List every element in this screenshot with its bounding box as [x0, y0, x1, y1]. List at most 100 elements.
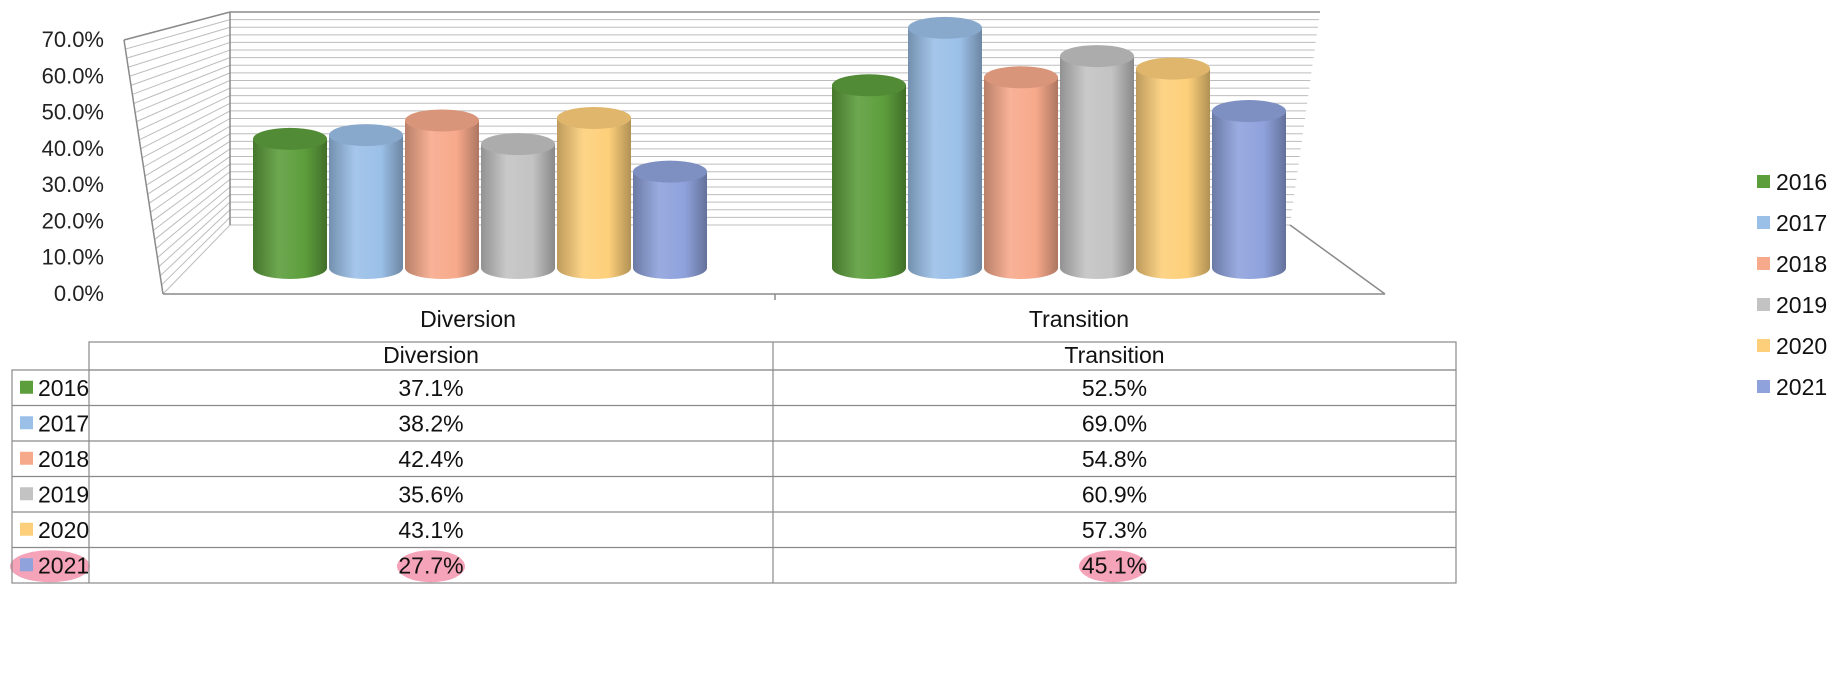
gridline-side — [154, 178, 231, 240]
highlight-marker — [397, 550, 465, 583]
table-legend-key — [20, 522, 33, 536]
gridline-side — [147, 140, 231, 195]
gridline-side — [132, 57, 231, 95]
gridline-side — [140, 102, 231, 150]
legend-swatch — [1757, 216, 1770, 229]
data-table: Diversion Transition 2016 37.1% 52.5% 2017 38.… — [10, 341, 1457, 584]
table-cell: 60.9% — [1082, 481, 1147, 507]
floor-right-edge — [1289, 224, 1386, 295]
table-header: Diversion — [383, 342, 479, 368]
table-cell: 38.2% — [398, 410, 463, 436]
table-legend-key — [20, 451, 33, 465]
gridline-side — [141, 110, 231, 159]
bar-top — [984, 66, 1058, 89]
legend-label: 2019 — [1776, 292, 1827, 318]
gridline-side — [139, 95, 231, 141]
table-cell: 57.3% — [1082, 517, 1147, 543]
legend-label: 2021 — [1776, 374, 1827, 400]
legend-label: 2016 — [1776, 169, 1827, 195]
legend-label: 2020 — [1776, 333, 1827, 359]
legend-item-2018: 2018 — [1757, 251, 1827, 277]
legend-label: 2018 — [1776, 251, 1827, 277]
y-tick-label: 50.0% — [42, 100, 104, 125]
bar-body — [481, 144, 555, 279]
gridline-side — [137, 87, 231, 132]
gridline-side — [146, 133, 231, 186]
bar-diversion-2020 — [557, 107, 631, 280]
gridline-side — [125, 19, 231, 50]
legend-item-2021: 2021 — [1757, 374, 1827, 400]
bar-transition-2016 — [832, 74, 906, 279]
gridline-side — [143, 118, 231, 168]
table-cell: 43.1% — [398, 517, 463, 543]
table-cell: 37.1% — [398, 375, 463, 401]
gridline-side — [150, 156, 231, 213]
y-tick-label: 40.0% — [42, 136, 104, 161]
gridline-side — [136, 80, 231, 123]
gridline-side — [148, 148, 231, 204]
bar-body — [832, 85, 906, 279]
bar-top — [1212, 100, 1286, 123]
bar-top — [908, 16, 982, 39]
bar-diversion-2017 — [329, 124, 403, 279]
bar-diversion-2018 — [405, 109, 479, 279]
gridline-side — [159, 209, 231, 277]
legend-item-2019: 2019 — [1757, 292, 1827, 318]
y-axis-ticks: 0.0% 10.0% 20.0% 30.0% 40.0% 50.0% 60.0% 70.0% — [42, 27, 104, 306]
table-header: Transition — [1064, 342, 1164, 368]
gridline-side — [157, 194, 231, 259]
bar-top — [329, 124, 403, 147]
gridline-side — [152, 171, 231, 231]
table-row-label: 2020 — [38, 517, 89, 543]
bar-body — [1060, 56, 1134, 280]
legend-item-2020: 2020 — [1757, 333, 1827, 359]
legend-swatch — [1757, 175, 1770, 188]
bar-top — [832, 74, 906, 97]
table-cell: 69.0% — [1082, 410, 1147, 436]
bar-transition-2019 — [1060, 45, 1134, 280]
gridline-side — [126, 26, 231, 59]
gridline-side — [130, 49, 231, 86]
legend-swatch — [1757, 257, 1770, 270]
y-tick-label: 20.0% — [42, 208, 104, 233]
y-tick-label: 10.0% — [42, 245, 104, 270]
category-label-diversion: Diversion — [420, 306, 516, 332]
table-cell: 27.7% — [398, 552, 463, 578]
bar-top — [633, 160, 707, 183]
gridline-side — [161, 217, 231, 286]
gridline-side — [134, 72, 231, 114]
bar-transition-2017 — [908, 16, 982, 279]
bar-body — [557, 118, 631, 280]
y-tick-label: 60.0% — [42, 63, 104, 88]
table-cell: 35.6% — [398, 481, 463, 507]
table-legend-key — [20, 380, 33, 394]
bar-diversion-2016 — [253, 127, 327, 279]
gridline-side — [151, 163, 231, 222]
bar-top — [557, 107, 631, 130]
category-labels: Diversion Transition — [420, 306, 1129, 332]
gridline-side — [158, 201, 231, 268]
table-cell: 54.8% — [1082, 446, 1147, 472]
legend-label: 2017 — [1776, 210, 1827, 236]
table-row-label: 2016 — [38, 375, 89, 401]
bar-top — [1060, 45, 1134, 68]
gridline-side — [144, 125, 231, 177]
gridline-side — [129, 41, 231, 77]
bar-body — [1136, 68, 1210, 279]
bar-diversion-2021 — [633, 160, 707, 279]
legend-swatch — [1757, 339, 1770, 352]
legend-swatch — [1757, 298, 1770, 311]
table-row-label: 2019 — [38, 481, 89, 507]
bar-body — [633, 171, 707, 279]
table-row-label: 2018 — [38, 446, 89, 472]
gridline-side — [155, 186, 231, 250]
legend-swatch — [1757, 380, 1770, 393]
bar-top — [481, 133, 555, 156]
bar-body — [984, 77, 1058, 280]
legend-item-2016: 2016 — [1757, 169, 1827, 195]
legend: 2016 2017 2018 2019 2020 2021 — [1757, 169, 1827, 400]
gridline-side — [128, 34, 231, 68]
bar-body — [1212, 111, 1286, 279]
y-tick-label: 0.0% — [54, 281, 104, 306]
